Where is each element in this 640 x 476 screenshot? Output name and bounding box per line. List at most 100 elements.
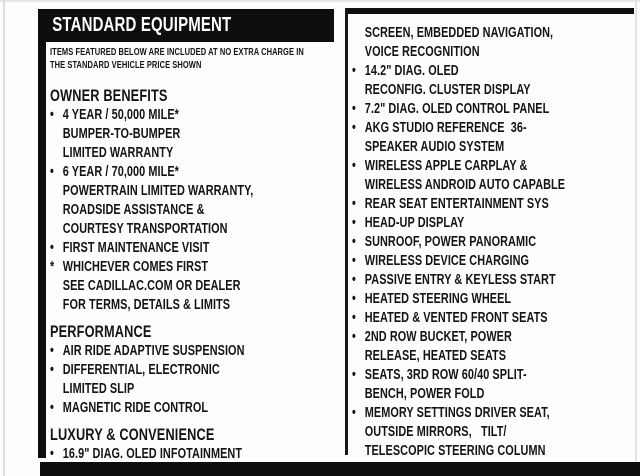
item-line: FIRST MAINTENANCE VISIT: [62, 240, 210, 256]
equipment-item: • 7.2" DIAG. OLED CONTROL PANEL: [352, 100, 631, 119]
bullet-marker: •: [352, 310, 356, 326]
equipment-item: • DIFFERENTIAL, ELECTRONIC LIMITED SLIP: [50, 361, 335, 399]
item-line: PASSIVE ENTRY & KEYLESS START: [364, 272, 556, 288]
item-line: TELESCOPIC STEERING COLUMN: [364, 443, 546, 459]
scan-edge-top: [0, 0, 640, 2]
item-line: LIMITED SLIP: [62, 381, 135, 397]
bullet-marker: •: [352, 120, 356, 136]
item-lines: HEATED STEERING WHEEL: [365, 290, 631, 309]
bullet-marker: •: [352, 272, 356, 288]
item-lines: REAR SEAT ENTERTAINMENT SYS: [365, 195, 631, 214]
right-column-top-bar: [345, 8, 634, 14]
item-lines: DIFFERENTIAL, ELECTRONIC LIMITED SLIP: [63, 361, 335, 399]
item-line: ROADSIDE ASSISTANCE &: [62, 202, 205, 218]
item-lines: 4 YEAR / 50,000 MILE* BUMPER-TO-BUMPER LIM…: [63, 106, 335, 163]
item-line: SEATS, 3RD ROW 60/40 SPLIT-: [364, 367, 527, 383]
left-column-sections: OWNER BENEFITS • 4 YEAR / 50,000 MILE* BUMP…: [50, 85, 335, 464]
bullet-marker: •: [352, 215, 356, 231]
standard-equipment-header: STANDARD EQUIPMENT: [38, 9, 334, 42]
bullet-marker: •: [50, 343, 54, 359]
item-lines: WIRELESS APPLE CARPLAY & WIRELESS ANDROID…: [365, 157, 631, 195]
item-line: SCREEN, EMBEDDED NAVIGATION,: [364, 25, 554, 41]
right-column: SCREEN, EMBEDDED NAVIGATION, VOICE RECOGN…: [352, 24, 631, 461]
item-lines: 16.9" DIAG. OLED INFOTAINMENT: [63, 445, 335, 464]
item-line: MAGNETIC RIDE CONTROL: [62, 400, 209, 416]
scan-edge-right: [635, 0, 637, 476]
bullet-marker: •: [352, 367, 356, 383]
bullet-marker: •: [352, 405, 356, 421]
item-lines: 7.2" DIAG. OLED CONTROL PANEL: [365, 100, 631, 119]
equipment-item: • HEAD-UP DISPLAY: [352, 214, 631, 233]
subtitle-line-1: ITEMS FEATURED BELOW ARE INCLUDED AT NO …: [50, 47, 304, 58]
bullet-marker: •: [352, 63, 356, 79]
item-line: DIFFERENTIAL, ELECTRONIC: [62, 362, 220, 378]
equipment-item: • AKG STUDIO REFERENCE 36- SPEAKER AUDIO S…: [352, 119, 631, 157]
item-line: AIR RIDE ADAPTIVE SUSPENSION: [62, 343, 245, 359]
equipment-item: • 14.2" DIAG. OLED RECONFIG. CLUSTER DISPL…: [352, 62, 631, 100]
item-line: 14.2" DIAG. OLED: [364, 63, 459, 79]
item-line: BENCH, POWER FOLD: [364, 386, 485, 402]
left-column: ITEMS FEATURED BELOW ARE INCLUDED AT NO …: [50, 46, 335, 464]
item-lines: SUNROOF, POWER PANORAMIC: [365, 233, 631, 252]
bullet-marker: •: [352, 291, 356, 307]
item-lines: HEATED & VENTED FRONT SEATS: [365, 309, 631, 328]
item-lines: WHICHEVER COMES FIRST SEE CADILLAC.COM OR…: [63, 258, 335, 315]
equipment-item: • FIRST MAINTENANCE VISIT: [50, 239, 335, 258]
item-lines: FIRST MAINTENANCE VISIT: [63, 239, 335, 258]
item-line: WIRELESS DEVICE CHARGING: [364, 253, 530, 269]
bullet-marker: •: [352, 234, 356, 250]
equipment-item: • WIRELESS APPLE CARPLAY & WIRELESS ANDROI…: [352, 157, 631, 195]
bullet-marker: •: [50, 240, 54, 256]
equipment-item: • HEATED & VENTED FRONT SEATS: [352, 309, 631, 328]
item-lines: WIRELESS DEVICE CHARGING: [365, 252, 631, 271]
equipment-item: • HEATED STEERING WHEEL: [352, 290, 631, 309]
equipment-item: * WHICHEVER COMES FIRST SEE CADILLAC.COM O…: [50, 258, 335, 315]
bullet-marker: •: [50, 446, 54, 462]
bullet-marker: •: [50, 400, 54, 416]
right-column-divider-line: [345, 8, 348, 455]
item-lines: SCREEN, EMBEDDED NAVIGATION, VOICE RECOGN…: [365, 24, 631, 62]
item-line: WIRELESS APPLE CARPLAY &: [364, 158, 528, 174]
item-line: REAR SEAT ENTERTAINMENT SYS: [364, 196, 549, 212]
section-heading: PERFORMANCE: [50, 322, 152, 341]
item-lines: AIR RIDE ADAPTIVE SUSPENSION: [63, 342, 335, 361]
item-line: AKG STUDIO REFERENCE 36-: [364, 120, 527, 136]
item-lines: 6 YEAR / 70,000 MILE* POWERTRAIN LIMITED …: [63, 163, 335, 239]
bullet-marker: •: [352, 158, 356, 174]
bullet-marker: •: [352, 253, 356, 269]
section-heading: LUXURY & CONVENIENCE: [50, 425, 215, 444]
item-line: BUMPER-TO-BUMPER: [62, 126, 181, 142]
item-line: HEATED & VENTED FRONT SEATS: [364, 310, 548, 326]
bullet-marker: •: [50, 164, 54, 180]
equipment-item: • 4 YEAR / 50,000 MILE* BUMPER-TO-BUMPER LI…: [50, 106, 335, 163]
item-line: FOR TERMS, DETAILS & LIMITS: [62, 297, 231, 313]
item-line: 4 YEAR / 50,000 MILE*: [62, 107, 179, 123]
equipment-item: • AIR RIDE ADAPTIVE SUSPENSION: [50, 342, 335, 361]
bullet-marker: •: [352, 101, 356, 117]
item-lines: MAGNETIC RIDE CONTROL: [63, 399, 335, 418]
item-lines: 14.2" DIAG. OLED RECONFIG. CLUSTER DISPLA…: [365, 62, 631, 100]
section-heading: OWNER BENEFITS: [50, 86, 168, 105]
equipment-item: • PASSIVE ENTRY & KEYLESS START: [352, 271, 631, 290]
bullet-marker: •: [50, 107, 54, 123]
item-lines: 2ND ROW BUCKET, POWER RELEASE, HEATED SEA…: [365, 328, 631, 366]
item-line: HEATED STEERING WHEEL: [364, 291, 512, 307]
bullet-marker: •: [50, 362, 54, 378]
item-lines: HEAD-UP DISPLAY: [365, 214, 631, 233]
item-line: SPEAKER AUDIO SYSTEM: [364, 139, 505, 155]
item-line: WIRELESS ANDROID AUTO CAPABLE: [364, 177, 566, 193]
bottom-black-bar: [40, 462, 640, 476]
item-line: WHICHEVER COMES FIRST: [62, 259, 209, 275]
equipment-item: • 2ND ROW BUCKET, POWER RELEASE, HEATED SE…: [352, 328, 631, 366]
item-line: RELEASE, HEATED SEATS: [364, 348, 507, 364]
item-line: 6 YEAR / 70,000 MILE*: [62, 164, 179, 180]
item-line: VOICE RECOGNITION: [364, 44, 480, 60]
right-column-sections: SCREEN, EMBEDDED NAVIGATION, VOICE RECOGN…: [352, 24, 631, 461]
item-line: 7.2" DIAG. OLED CONTROL PANEL: [364, 101, 550, 117]
equipment-item: • SUNROOF, POWER PANORAMIC: [352, 233, 631, 252]
footnote-marker: *: [50, 259, 55, 275]
equipment-item: • 16.9" DIAG. OLED INFOTAINMENT: [50, 445, 335, 464]
item-lines: MEMORY SETTINGS DRIVER SEAT, OUTSIDE MIRR…: [365, 404, 631, 461]
item-line: HEAD-UP DISPLAY: [364, 215, 465, 231]
